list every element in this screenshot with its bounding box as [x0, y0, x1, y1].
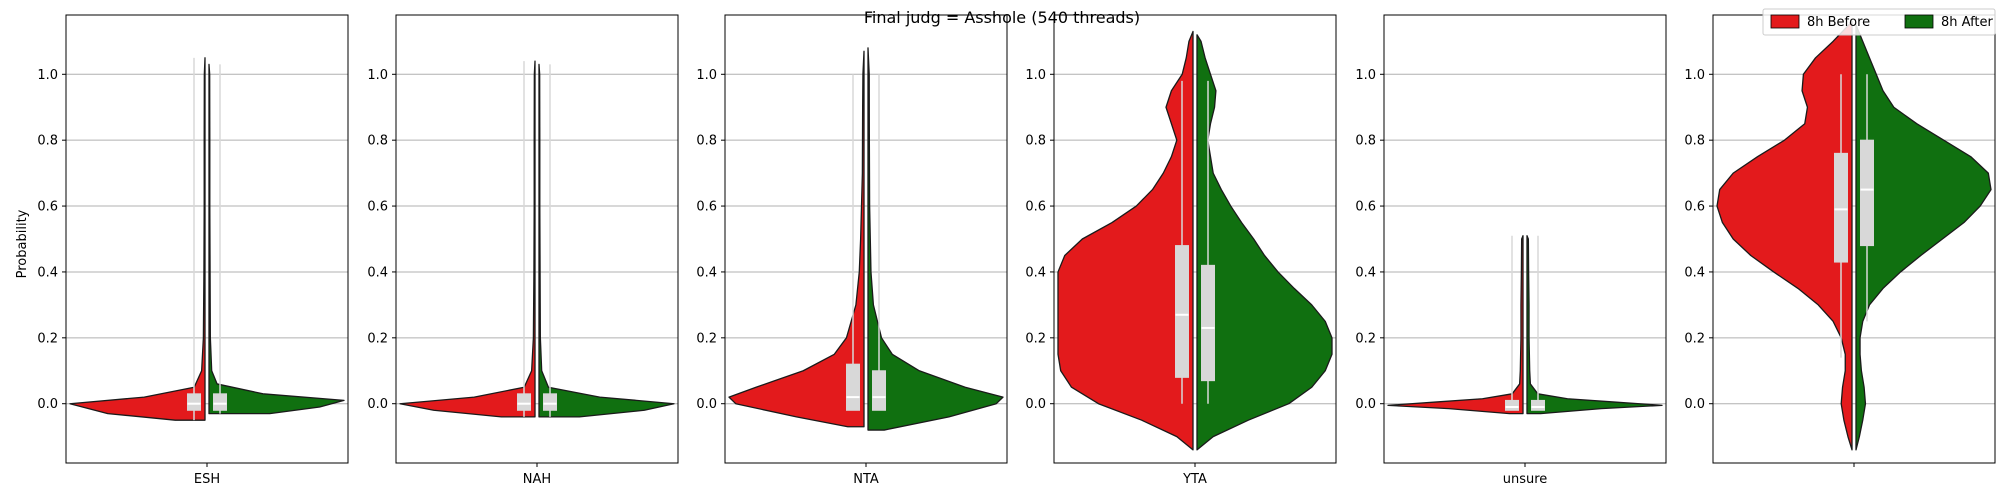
violin-after-YTA — [1196, 34, 1333, 451]
violin-after-NTA — [867, 47, 1004, 431]
y-tick-label: 0.8 — [696, 134, 717, 149]
y-tick-label: 0.4 — [1355, 265, 1376, 280]
y-tick-label: 0.0 — [1355, 397, 1376, 412]
x-tick-label-ESH: ESH — [194, 472, 220, 487]
iqr-box-after-ESH — [213, 393, 227, 411]
legend-frame — [1762, 8, 1996, 36]
y-tick-label: 1.0 — [367, 68, 388, 83]
y-tick-label: 0.6 — [367, 200, 388, 215]
y-tick-label: 1.0 — [1355, 68, 1376, 83]
iqr-box-before-unsure — [1505, 399, 1519, 411]
y-tick-label: 0.4 — [1684, 265, 1705, 280]
panel-unlabeled: 0.0 0.2 0.4 0.6 0.8 1.0 — [1684, 14, 1996, 467]
y-tick-label: 0.0 — [367, 397, 388, 412]
y-tick-label: 0.2 — [1684, 331, 1705, 346]
x-tick-label-unsure: unsure — [1503, 472, 1548, 487]
legend[interactable]: 8h Before 8h After — [1762, 8, 1996, 36]
y-tick-label: 0.6 — [1025, 200, 1046, 215]
violin-after-ESH — [208, 63, 345, 415]
iqr-box-after-unsure — [1531, 399, 1545, 411]
legend-swatch-after — [1904, 14, 1934, 29]
y-tick-label: 0.8 — [1684, 134, 1705, 149]
y-tick-label: 0.2 — [1355, 331, 1376, 346]
y-tick-label: 1.0 — [696, 68, 717, 83]
violin-before-NTA — [728, 50, 865, 428]
y-tick-label: 0.8 — [1355, 134, 1376, 149]
violin-before-unsure — [1387, 235, 1524, 415]
y-tick-label: 0.8 — [37, 134, 58, 149]
iqr-box-after-NTA — [872, 370, 886, 411]
iqr-box-before-ESH — [187, 393, 201, 411]
violin-after-unsure — [1526, 235, 1663, 415]
violin-before-ESH — [69, 57, 206, 421]
iqr-box-before-NAH — [517, 393, 531, 411]
iqr-box-before-NTA — [846, 363, 860, 411]
y-tick-label: 0.0 — [1025, 397, 1046, 412]
legend-label-after: 8h After — [1941, 15, 1994, 30]
panels-layer: 0.0 0.2 0.4 0.6 0.8 1.0 ESH 0.0 0.2 0.4 0.6 0.8 1.0 N… — [37, 14, 1996, 487]
axes-frame — [65, 14, 349, 464]
panel-YTA: 0.0 0.2 0.4 0.6 0.8 1.0 YTA — [1025, 14, 1337, 487]
axes-frame — [395, 14, 679, 464]
x-tick-label-NAH: NAH — [523, 472, 551, 487]
x-tick-label-YTA: YTA — [1182, 472, 1207, 487]
y-tick-label: 1.0 — [37, 68, 58, 83]
y-axis-label: Probability — [15, 209, 30, 278]
y-tick-label: 0.0 — [1684, 397, 1705, 412]
legend-swatch-before — [1770, 14, 1800, 29]
y-tick-label: 0.4 — [696, 265, 717, 280]
x-tick-label-NTA: NTA — [853, 472, 879, 487]
panel-NTA: 0.0 0.2 0.4 0.6 0.8 1.0 NTA — [696, 14, 1008, 487]
y-tick-label: 0.6 — [696, 200, 717, 215]
y-tick-label: 1.0 — [1684, 68, 1705, 83]
y-tick-label: 0.8 — [367, 134, 388, 149]
violin-after-unlabeled — [1855, 24, 1992, 451]
iqr-box-after-NAH — [543, 393, 557, 411]
panel-ESH: 0.0 0.2 0.4 0.6 0.8 1.0 ESH — [37, 14, 349, 487]
y-tick-label: 0.2 — [696, 331, 717, 346]
panel-unsure: 0.0 0.2 0.4 0.6 0.8 1.0 unsure — [1355, 14, 1667, 487]
chart-title: Final judg = Asshole (540 threads) — [864, 8, 1140, 27]
violin-before-YTA — [1057, 30, 1194, 451]
y-tick-label: 0.4 — [367, 265, 388, 280]
violin-before-NAH — [399, 60, 536, 418]
y-tick-label: 0.8 — [1025, 134, 1046, 149]
violin-before-unlabeled — [1716, 20, 1853, 451]
y-tick-label: 0.4 — [37, 265, 58, 280]
iqr-box-before-YTA — [1175, 245, 1189, 378]
y-tick-label: 0.2 — [37, 331, 58, 346]
iqr-box-after-YTA — [1201, 264, 1215, 382]
axes-frame — [1383, 14, 1667, 464]
y-tick-label: 0.6 — [1355, 200, 1376, 215]
iqr-box-before-unlabeled — [1834, 152, 1848, 263]
y-tick-label: 1.0 — [1025, 68, 1046, 83]
y-tick-label: 0.2 — [367, 331, 388, 346]
y-tick-label: 0.2 — [1025, 331, 1046, 346]
y-tick-label: 0.0 — [37, 397, 58, 412]
y-tick-label: 0.4 — [1025, 265, 1046, 280]
iqr-box-after-unlabeled — [1860, 139, 1874, 247]
y-tick-label: 0.6 — [37, 200, 58, 215]
violin-after-NAH — [538, 63, 675, 418]
y-tick-label: 0.6 — [1684, 200, 1705, 215]
y-tick-label: 0.0 — [696, 397, 717, 412]
legend-label-before: 8h Before — [1807, 15, 1870, 30]
panel-NAH: 0.0 0.2 0.4 0.6 0.8 1.0 NAH — [367, 14, 679, 487]
